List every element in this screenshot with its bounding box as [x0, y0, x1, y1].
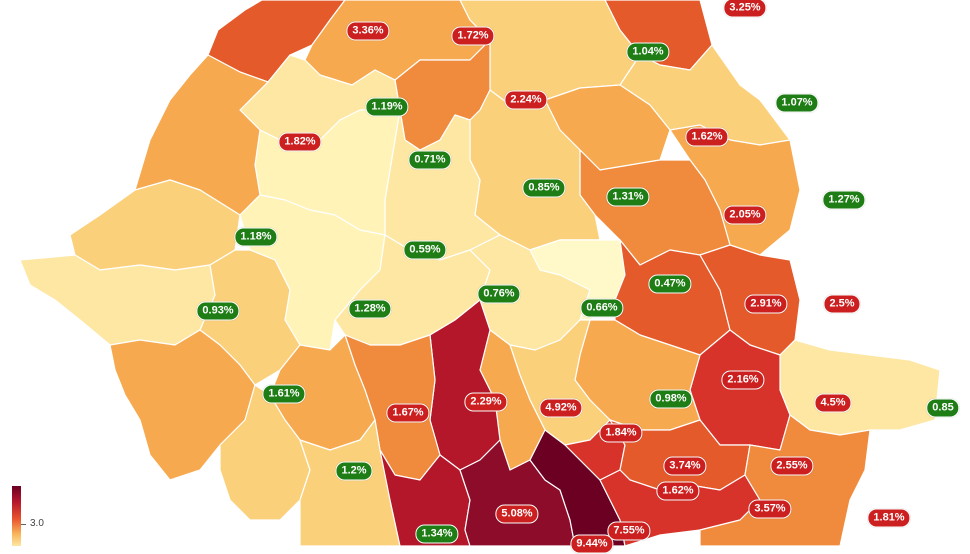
- value-badge: 1.62%: [656, 481, 700, 501]
- legend: 3.0: [8, 486, 68, 546]
- legend-tick-label: 3.0: [30, 518, 44, 529]
- value-badge: 2.5%: [823, 294, 861, 314]
- value-badge: 2.24%: [504, 90, 548, 110]
- value-badge: 1.27%: [822, 190, 866, 210]
- value-badge: 1.34%: [415, 524, 459, 544]
- value-badge: 0.76%: [477, 284, 521, 304]
- value-badge: 1.62%: [685, 127, 729, 147]
- value-badge: 2.05%: [723, 205, 767, 225]
- value-badge: 3.57%: [748, 499, 792, 519]
- value-badge: 1.67%: [386, 403, 430, 423]
- value-badge: 2.91%: [744, 294, 788, 314]
- value-badge: 1.61%: [262, 384, 306, 404]
- value-badge: 1.81%: [867, 508, 911, 528]
- value-badge: 1.31%: [606, 187, 650, 207]
- value-badge: 3.36%: [346, 21, 390, 41]
- value-badge: 1.28%: [348, 299, 392, 319]
- value-badge: 2.55%: [770, 456, 814, 476]
- value-badge: 1.07%: [775, 93, 819, 113]
- value-badge: 1.18%: [234, 227, 278, 247]
- value-badge: 4.92%: [539, 398, 583, 418]
- value-badge: 3.74%: [663, 456, 707, 476]
- value-badge: 1.84%: [599, 423, 643, 443]
- legend-tick: [21, 524, 26, 525]
- value-badge: 0.59%: [403, 240, 447, 260]
- value-badge: 0.98%: [649, 389, 693, 409]
- value-badge: 9.44%: [570, 534, 614, 554]
- value-badge: 5.08%: [495, 504, 539, 524]
- legend-color-bar: [12, 486, 21, 546]
- value-badge: 1.19%: [365, 97, 409, 117]
- value-badge: 0.47%: [648, 274, 692, 294]
- value-badge: 1.72%: [451, 26, 495, 46]
- value-badge: 0.71%: [408, 150, 452, 170]
- value-badge: 3.25%: [723, 0, 767, 18]
- value-badge: 1.04%: [626, 42, 670, 62]
- value-badge: 1.2%: [335, 461, 373, 481]
- value-badge: 2.29%: [464, 392, 508, 412]
- value-badge: 2.16%: [721, 370, 765, 390]
- value-badge: 0.85: [926, 398, 960, 418]
- region-tulcea[interactable]: [779, 339, 941, 436]
- value-badge: 0.85%: [522, 178, 566, 198]
- value-badge: 0.93%: [196, 301, 240, 321]
- value-badge: 0.66%: [580, 298, 624, 318]
- value-badge: 1.82%: [278, 132, 322, 152]
- value-badge: 7.55%: [607, 521, 651, 541]
- region-timis[interactable]: [19, 254, 216, 346]
- value-badge: 4.5%: [814, 393, 852, 413]
